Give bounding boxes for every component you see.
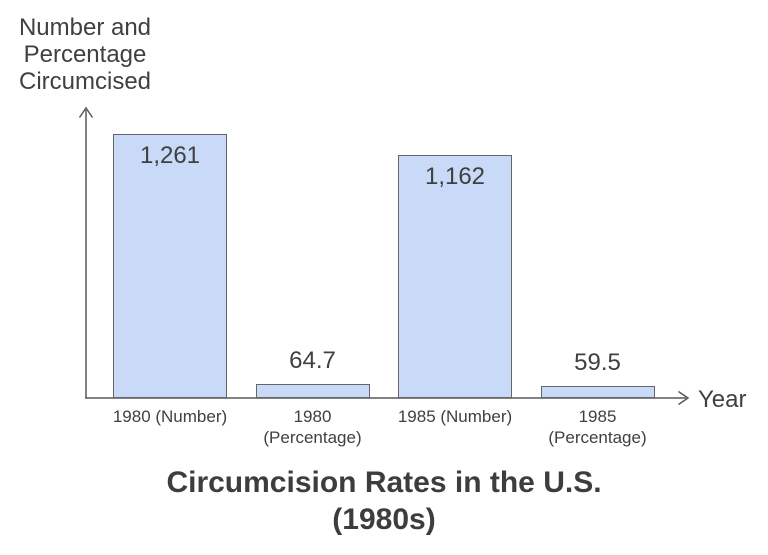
x-tick-label-1985-number: 1985 (Number) bbox=[397, 407, 513, 426]
x-axis-arrow-icon bbox=[678, 390, 690, 406]
x-tick-label-1985-percentage: 1985 (Percentage) bbox=[548, 407, 647, 447]
x-tick-label-1980-number: 1980 (Number) bbox=[112, 407, 228, 426]
value-label-1980-percentage: 64.7 bbox=[289, 347, 336, 375]
bar-1985-percentage bbox=[540, 386, 655, 398]
y-axis-arrow-icon bbox=[78, 106, 94, 118]
value-label-1980-number: 1,261 bbox=[139, 142, 201, 169]
bar-1985-number bbox=[398, 155, 512, 398]
x-tick-label-1980-percentage: 1980 (Percentage) bbox=[263, 407, 362, 447]
chart-title: Circumcision Rates in the U.S. (1980s) bbox=[166, 466, 602, 536]
value-label-1985-percentage: 59.5 bbox=[574, 348, 621, 376]
bar-1980-number bbox=[113, 134, 227, 398]
y-axis-title: Number and Percentage Circumcised bbox=[18, 14, 152, 95]
bar-1980-percentage bbox=[255, 384, 370, 398]
x-axis-title: Year bbox=[698, 386, 747, 413]
plot-area: 1,261 64.7 1,162 59.5 bbox=[113, 134, 655, 398]
value-label-1985-number: 1,162 bbox=[424, 162, 486, 190]
